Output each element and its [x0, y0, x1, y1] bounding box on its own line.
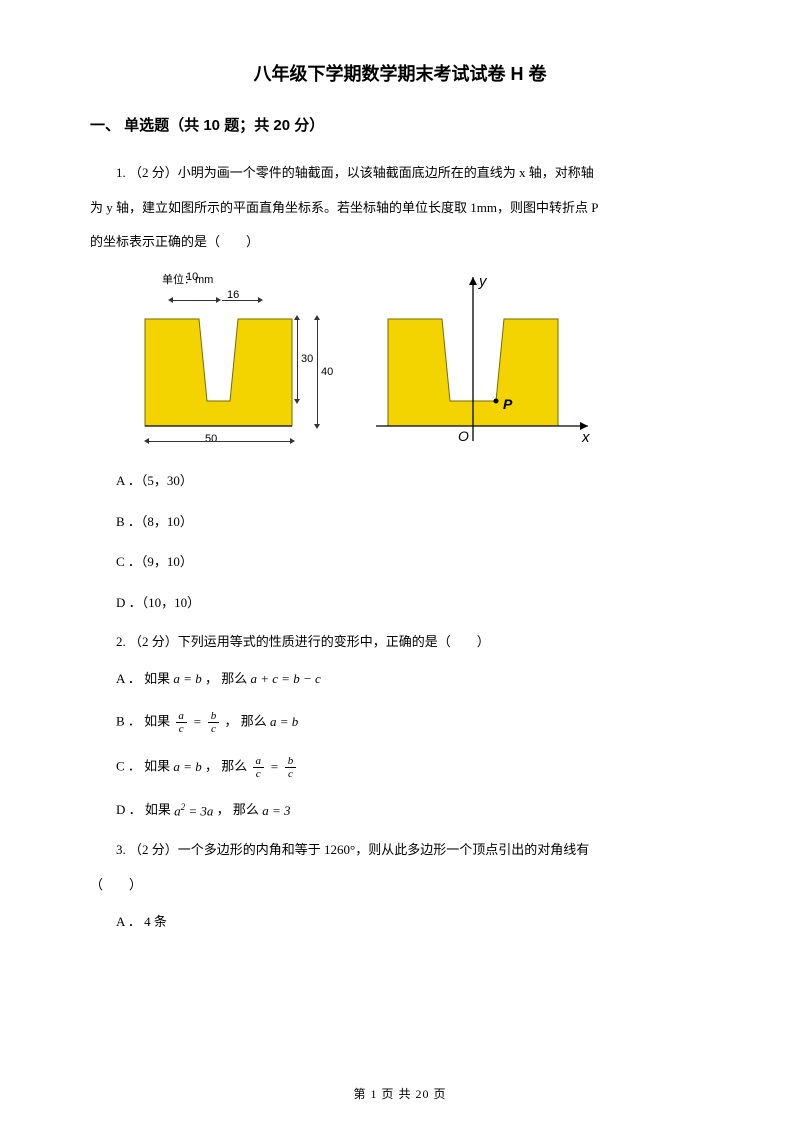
q3-option-a: A ． 4 条	[90, 912, 710, 933]
q2b-mid: ， 那么	[224, 714, 270, 729]
frac-ac-eq-bc: ac = bc	[173, 710, 221, 735]
q2d-mid: ， 那么	[217, 802, 263, 817]
eq-a2-3a: a2 = 3a	[174, 800, 213, 822]
page-title: 八年级下学期数学期末考试试卷 H 卷	[90, 60, 710, 86]
frac-ac-eq-bc2: ac = bc	[250, 755, 298, 780]
q2-option-b: B ． 如果 ac = bc ， 那么 a = b	[90, 710, 710, 735]
dim-10: 10	[186, 271, 198, 283]
eq-apc: a + c = b − c	[250, 669, 320, 690]
eq-a-eq-b2: a = b	[270, 712, 298, 733]
dim-40: 40	[321, 366, 333, 378]
q2-option-c: C ． 如果 a = b ， 那么 ac = bc	[90, 755, 710, 780]
q2b-pre: B ． 如果	[116, 714, 173, 729]
q2a-pre: A ． 如果	[116, 671, 173, 686]
q1-figure-right: y x O P	[376, 271, 596, 451]
q2c-mid: ， 那么	[205, 759, 251, 774]
q2-options: A ． 如果 a = b ， 那么 a + c = b − c B ． 如果 a…	[90, 669, 710, 823]
q2a-mid: ， 那么	[205, 671, 251, 686]
dim-30: 30	[301, 353, 313, 365]
q1-stem-line3: 的坐标表示正确的是（ ）	[90, 228, 710, 257]
dim-50: 50	[205, 433, 217, 445]
q2c-pre: C ． 如果	[116, 759, 173, 774]
q2-option-d: D ． 如果 a2 = 3a ， 那么 a = 3	[90, 800, 710, 822]
q1-figure-left: 单位：mm 10 16 30 40 50	[130, 271, 340, 451]
x-axis-label: x	[582, 429, 590, 446]
origin-label: O	[458, 428, 469, 444]
y-axis-label: y	[479, 273, 487, 290]
q1-figure: 单位：mm 10 16 30 40 50	[130, 271, 710, 451]
q2d-pre: D ． 如果	[116, 802, 174, 817]
q3-options: A ． 4 条	[90, 912, 710, 933]
section-header: 一、 单选题（共 10 题；共 20 分）	[90, 114, 710, 135]
q1-stem-line2: 为 y 轴，建立如图所示的平面直角坐标系。若坐标轴的单位长度取 1mm，则图中转…	[90, 194, 710, 223]
q2-option-a: A ． 如果 a = b ， 那么 a + c = b − c	[90, 669, 710, 690]
part-shape-right	[376, 271, 596, 451]
eq-a-eq-b: a = b	[173, 669, 201, 690]
q1-option-d: D ．（10，10）	[90, 593, 710, 614]
p-label: P	[503, 396, 512, 412]
q1-stem-line1: 1. （2 分）小明为画一个零件的轴截面，以该轴截面底边所在的直线为 x 轴，对…	[90, 159, 710, 188]
page-footer: 第 1 页 共 20 页	[0, 1085, 800, 1102]
q2-stem: 2. （2 分）下列运用等式的性质进行的变形中，正确的是（ ）	[90, 628, 710, 657]
eq-a-eq-3: a = 3	[262, 801, 290, 822]
eq-a-eq-b3: a = b	[173, 757, 201, 778]
q1-option-b: B ．（8，10）	[90, 512, 710, 533]
q3-stem-l1: 3. （2 分）一个多边形的内角和等于 1260°，则从此多边形一个顶点引出的对…	[90, 836, 710, 865]
q1-option-c: C ．（9，10）	[90, 552, 710, 573]
q1-option-a: A ．（5，30）	[90, 471, 710, 492]
q3-stem-l2: （ ）	[90, 871, 710, 900]
q1-options: A ．（5，30） B ．（8，10） C ．（9，10） D ．（10，10）	[90, 471, 710, 614]
